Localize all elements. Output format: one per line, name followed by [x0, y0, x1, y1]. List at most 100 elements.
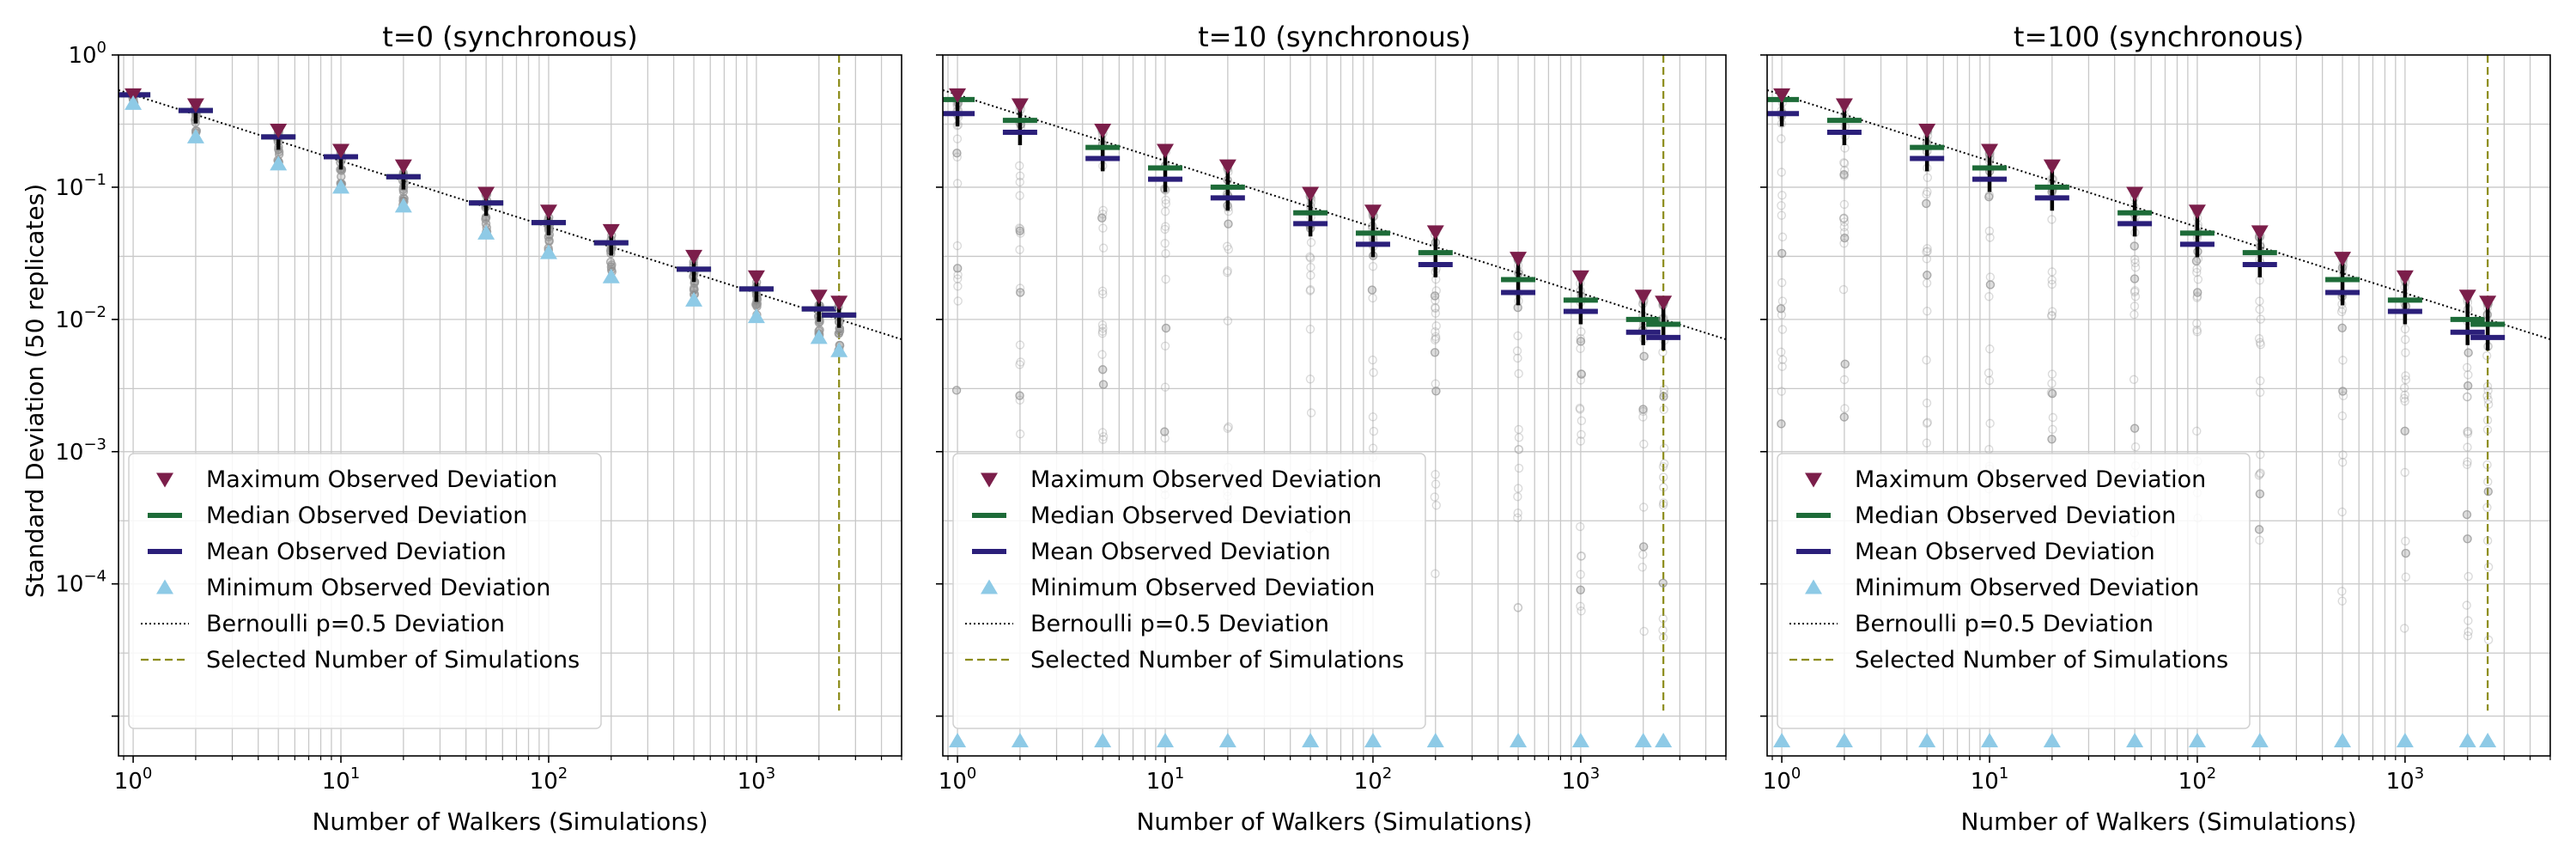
replicate-point: [1306, 271, 1315, 280]
replicate-point: [2130, 442, 2141, 452]
max-marker: [2188, 204, 2206, 220]
max-marker: [1918, 124, 1936, 139]
replicate-point: [2256, 468, 2265, 478]
replicate-point: [2338, 450, 2348, 460]
max-marker: [1426, 225, 1444, 241]
replicate-point: [1305, 286, 1315, 295]
legend-label: Selected Number of Simulations: [1855, 647, 2228, 673]
replicate-point: [2256, 376, 2265, 386]
replicate-point: [2463, 427, 2472, 437]
legend-label: Selected Number of Simulations: [206, 647, 580, 673]
min-marker: [1571, 732, 1589, 747]
replicate-point: [1777, 248, 1787, 259]
replicate-point: [1839, 239, 1849, 248]
replicate-point: [2463, 429, 2473, 438]
replicate-point: [1430, 291, 1440, 301]
replicate-point: [2482, 425, 2493, 435]
min-marker: [394, 198, 412, 213]
x-tick-label-exponent: 2: [2207, 765, 2216, 783]
max-marker: [270, 124, 288, 139]
x-tick-label-base: 10: [2386, 769, 2415, 795]
replicate-point: [2129, 287, 2140, 297]
replicate-point: [953, 296, 963, 306]
replicate-point: [1306, 238, 1316, 247]
replicate-point: [2337, 411, 2348, 421]
replicate-point: [1306, 285, 1315, 295]
max-marker: [810, 289, 828, 305]
legend-max-marker: [981, 472, 998, 488]
replicate-point: [1369, 368, 1378, 377]
replicate-point: [2463, 534, 2472, 544]
replicate-point: [1577, 416, 1587, 426]
bernoulli-line: [118, 88, 902, 340]
walker-group: [469, 186, 504, 240]
replicate-point: [1223, 423, 1232, 433]
x-tick-label-exponent: 3: [2415, 765, 2424, 783]
replicate-point: [1097, 213, 1107, 222]
replicate-point: [2048, 424, 2057, 434]
replicate-point: [1922, 198, 1931, 209]
axes-frame: [118, 54, 902, 757]
replicate-point: [1222, 267, 1232, 277]
replicate-point: [2254, 525, 2264, 534]
replicate-point: [1097, 326, 1108, 336]
walker-group: [386, 159, 421, 213]
y-tick-label: 10−2: [55, 303, 106, 333]
min-marker: [1218, 732, 1236, 747]
legend: Maximum Observed Deviation Median Observe…: [1777, 453, 2251, 729]
y-tick-label: 10−3: [55, 436, 106, 466]
replicate-point: [1575, 403, 1585, 413]
max-marker: [1218, 159, 1236, 174]
replicate-point: [1097, 286, 1108, 296]
x-tick-label: 102: [530, 765, 568, 795]
replicate-point: [2462, 460, 2472, 470]
replicate-point: [2337, 587, 2347, 596]
replicate-point: [1161, 248, 1170, 259]
replicate-point: [1514, 444, 1524, 454]
walker-group: [178, 98, 213, 143]
legend-label: Minimum Observed Deviation: [1855, 575, 2199, 601]
replicate-point: [1777, 362, 1787, 371]
replicate-point: [1224, 422, 1233, 432]
replicate-point: [1224, 219, 1233, 228]
replicate-point: [1431, 387, 1441, 396]
x-tick-label-base: 10: [738, 769, 766, 795]
replicate-point: [2255, 387, 2265, 397]
replicate-point: [1431, 569, 1440, 579]
walker-group: [1501, 252, 1536, 747]
replicate-point: [1922, 189, 1931, 199]
x-tick-label-exponent: 0: [143, 765, 152, 783]
legend-label: Selected Number of Simulations: [1030, 647, 1404, 673]
replicate-point: [1777, 355, 1788, 364]
replicate-point: [1658, 461, 1668, 472]
replicate-point: [952, 264, 963, 273]
replicate-point: [2256, 340, 2265, 350]
walker-group: [1002, 98, 1037, 747]
replicate-point: [1512, 346, 1522, 356]
x-tick-label-exponent: 1: [1999, 765, 2008, 783]
replicate-point: [2399, 393, 2409, 403]
legend-label: Maximum Observed Deviation: [1030, 466, 1382, 493]
replicate-point: [2255, 535, 2264, 545]
replicate-point: [1431, 332, 1441, 342]
walker-group: [261, 124, 296, 171]
replicate-point: [2129, 309, 2139, 320]
x-tick-label-exponent: 1: [1175, 765, 1184, 783]
min-marker: [1094, 732, 1112, 747]
x-tick-label-base: 10: [322, 769, 350, 795]
y-tick-label-exponent: −3: [83, 436, 106, 454]
replicate-point: [1659, 459, 1669, 468]
replicate-point: [1513, 331, 1522, 341]
replicate-point: [1015, 171, 1025, 180]
replicate-point: [1306, 253, 1315, 263]
replicate-point: [1659, 405, 1668, 414]
walker-group: [1210, 159, 1245, 747]
replicate-point: [1839, 199, 1850, 210]
replicate-point: [1577, 327, 1586, 337]
max-marker: [332, 143, 350, 159]
replicate-point: [1777, 168, 1786, 177]
replicate-point: [1985, 280, 1996, 289]
replicate-point: [1513, 353, 1522, 363]
replicate-point: [2047, 279, 2057, 289]
